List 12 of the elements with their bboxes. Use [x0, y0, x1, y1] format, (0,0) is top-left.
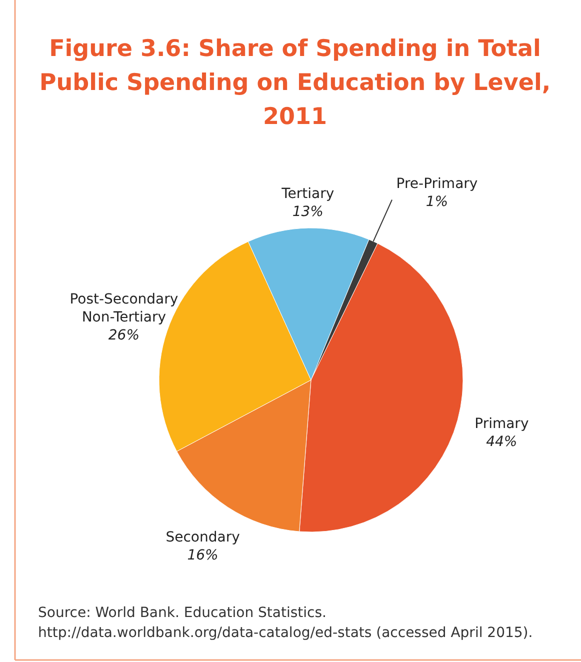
slice-label: Pre-Primary [396, 176, 478, 192]
data-label: 16% [187, 547, 218, 564]
data-label: 44% [486, 434, 518, 450]
slice-label: Primary [474, 416, 529, 432]
slice-label: Secondary [166, 529, 240, 546]
data-label: 13% [292, 204, 324, 220]
slice-label: Tertiary [280, 186, 334, 202]
data-label: 26% [108, 327, 140, 344]
data-label: 1% [426, 194, 448, 210]
slice-label: Post-Secondary Non-Tertiary [70, 291, 178, 326]
source-note: Source: World Bank. Education Statistics. http://data.worldbank.org/data-catalog/ed-stats (accessed April 2015). [38, 605, 533, 641]
chart-title: Figure 3.6: Share of Spending in Total Public Spending on Education by Level, 2011 [39, 36, 551, 130]
